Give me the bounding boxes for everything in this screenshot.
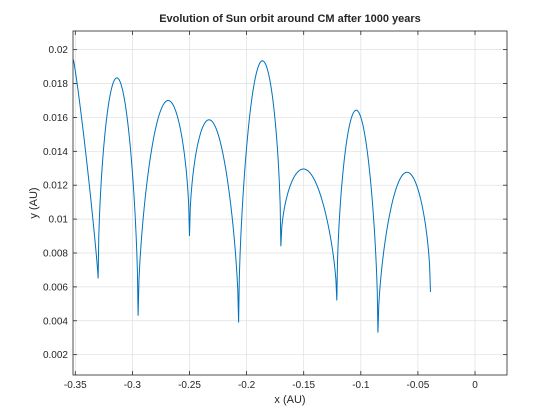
axes-box [72, 30, 508, 376]
y-axis-label: y (AU) [28, 187, 40, 218]
y-tick-label: 0.006 [43, 282, 68, 293]
y-tick-label: 0.02 [49, 45, 69, 56]
y-tick-label: 0.014 [43, 147, 68, 158]
y-tick-label: 0.008 [43, 248, 68, 259]
plot-area [73, 31, 507, 375]
x-tick-label: -0.35 [64, 380, 87, 391]
x-tick-label: -0.1 [352, 380, 370, 391]
y-tick-label: 0.012 [43, 181, 68, 192]
x-axis-label: x (AU) [274, 394, 305, 406]
y-tick-label: 0.002 [43, 350, 68, 361]
x-tick-label: -0.15 [292, 380, 315, 391]
x-tick-label: -0.25 [178, 380, 201, 391]
ticks: -0.35 -0.3 -0.25 -0.2 -0.15 -0.1 -0.05 0 0.002 0.… [43, 31, 507, 391]
orbit-series-line [73, 59, 431, 333]
series-group [73, 59, 431, 333]
y-tick-label: 0.01 [49, 215, 69, 226]
chart-title: Evolution of Sun orbit around CM after 1… [159, 13, 421, 25]
x-tick-label: -0.05 [407, 380, 430, 391]
y-tick-label: 0.018 [43, 79, 68, 90]
y-tick-label: 0.016 [43, 113, 68, 124]
x-tick-label: -0.3 [124, 380, 142, 391]
y-tick-label: 0.004 [43, 316, 68, 327]
x-tick-label: 0 [472, 380, 478, 391]
x-tick-label: -0.2 [238, 380, 256, 391]
